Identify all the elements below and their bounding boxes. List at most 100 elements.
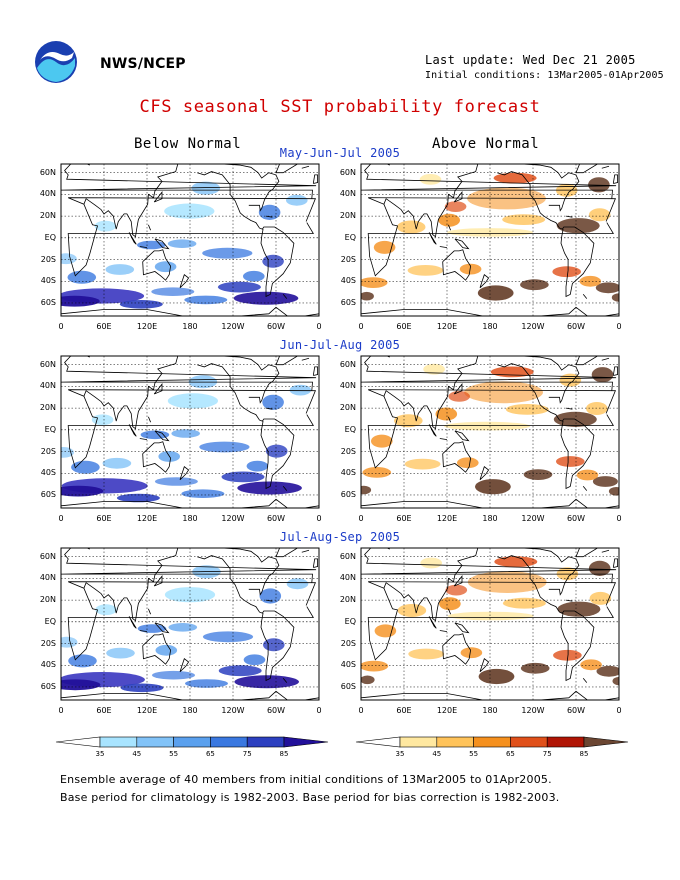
lat-tick-label: 20S xyxy=(40,254,56,264)
lon-tick-label: 180 xyxy=(482,514,498,523)
lat-tick-label: 20N xyxy=(339,595,356,605)
lat-tick-label: 20N xyxy=(339,211,356,221)
lon-tick-label: 120W xyxy=(221,706,245,715)
colorbar-level-label: 35 xyxy=(96,750,105,758)
map-frame xyxy=(60,547,320,701)
lon-tick-label: 180 xyxy=(182,322,198,331)
lat-tick-label: 60S xyxy=(40,681,56,691)
lon-tick-label: 180 xyxy=(182,706,198,715)
below-normal-header: Below Normal xyxy=(134,136,242,152)
lon-tick-label: 180 xyxy=(182,514,198,523)
probability-shading xyxy=(361,556,619,686)
lat-tick-label: 60S xyxy=(340,297,356,307)
lat-tick-label: 20S xyxy=(340,446,356,456)
colorbar-swatch xyxy=(173,736,211,748)
lon-tick-label: 120W xyxy=(521,322,545,331)
map-frame xyxy=(360,163,620,317)
map-frame xyxy=(360,547,620,701)
lon-tick-label: 120W xyxy=(221,514,245,523)
colorbar-level-label: 45 xyxy=(132,750,141,758)
colorbar-above: 35 45 55 65 75 85 xyxy=(355,736,629,758)
lat-tick-label: 20S xyxy=(40,638,56,648)
coastlines xyxy=(361,548,619,700)
lon-tick-label: 120E xyxy=(436,322,458,331)
colorbar-level-label: 65 xyxy=(506,750,515,758)
lon-tick-label: 60W xyxy=(266,706,286,715)
lat-tick-label: 60N xyxy=(339,167,356,177)
lat-tick-label: 60S xyxy=(40,489,56,499)
colorbar-level-label: 85 xyxy=(280,750,289,758)
lat-tick-label: 60N xyxy=(39,359,56,369)
colorbar-end-low xyxy=(55,736,101,748)
lon-tick-label: 120W xyxy=(521,514,545,523)
colorbar-swatch xyxy=(546,736,585,748)
lon-tick-label: 60W xyxy=(566,322,586,331)
colorbar-level-label: 35 xyxy=(396,750,405,758)
lat-tick-label: 20S xyxy=(340,638,356,648)
lat-tick-label: 20N xyxy=(39,211,56,221)
lat-tick-label: 40S xyxy=(40,276,56,286)
lon-tick-label: 0 xyxy=(316,706,322,715)
lon-tick-label: 120W xyxy=(521,706,545,715)
colorbar-below: 35 45 55 65 75 85 xyxy=(55,736,329,758)
period-label: Jul-Aug-Sep 2005 xyxy=(279,530,401,544)
coastlines xyxy=(61,164,319,316)
colorbar-level-label: 55 xyxy=(469,750,478,758)
lat-tick-label: EQ xyxy=(344,616,356,626)
map-frame xyxy=(60,163,320,317)
lon-tick-label: 60E xyxy=(396,706,412,715)
lat-tick-label: 40N xyxy=(339,573,356,583)
colorbar-swatch xyxy=(436,736,474,748)
lon-tick-label: 60W xyxy=(266,322,286,331)
lon-tick-label: 60W xyxy=(566,514,586,523)
colorbar-swatch xyxy=(210,736,248,748)
map-frame xyxy=(60,355,320,509)
initial-conditions: Initial conditions: 13Mar2005-01Apr2005 xyxy=(425,70,664,81)
noaa-logo-icon xyxy=(35,41,77,83)
lon-tick-label: 120W xyxy=(221,322,245,331)
probability-shading xyxy=(361,363,619,496)
lon-tick-label: 180 xyxy=(482,322,498,331)
map-above-period-3 xyxy=(360,547,620,701)
lat-tick-label: 40N xyxy=(339,189,356,199)
colorbar-end-low xyxy=(355,736,401,748)
lon-tick-label: 0 xyxy=(58,514,64,523)
lat-tick-label: EQ xyxy=(344,424,356,434)
map-below-period-1 xyxy=(60,163,320,317)
map-below-period-2 xyxy=(60,355,320,509)
footnote-base-period: Base period for climatology is 1982-2003… xyxy=(60,791,560,804)
footnote-ensemble: Ensemble average of 40 members from init… xyxy=(60,773,552,786)
colorbar-swatch xyxy=(136,736,174,748)
lon-tick-label: 120E xyxy=(136,322,158,331)
lat-tick-label: EQ xyxy=(344,232,356,242)
colorbar-swatch xyxy=(246,736,285,748)
lon-tick-label: 60E xyxy=(396,322,412,331)
lat-tick-label: 40S xyxy=(340,468,356,478)
coastlines xyxy=(61,548,319,700)
lon-tick-label: 120E xyxy=(136,706,158,715)
colorbar-level-label: 45 xyxy=(432,750,441,758)
colorbar-end-high xyxy=(283,736,329,748)
lon-tick-label: 60E xyxy=(396,514,412,523)
colorbar-level-label: 65 xyxy=(206,750,215,758)
lon-tick-label: 60W xyxy=(566,706,586,715)
lat-tick-label: 60N xyxy=(339,359,356,369)
probability-shading xyxy=(61,565,309,693)
lon-tick-label: 60E xyxy=(96,706,112,715)
period-label: Jun-Jul-Aug 2005 xyxy=(279,338,401,352)
lon-tick-label: 0 xyxy=(358,514,364,523)
last-update: Last update: Wed Dec 21 2005 xyxy=(425,53,636,67)
colorbar-level-label: 75 xyxy=(543,750,552,758)
colorbar-level-label: 75 xyxy=(243,750,252,758)
probability-shading xyxy=(61,375,312,503)
lat-tick-label: 40N xyxy=(39,381,56,391)
lat-tick-label: 40S xyxy=(340,276,356,286)
lat-tick-label: EQ xyxy=(44,424,56,434)
lon-tick-label: 0 xyxy=(358,322,364,331)
lat-tick-label: 60S xyxy=(40,297,56,307)
lat-tick-label: 40N xyxy=(339,381,356,391)
colorbar-swatch xyxy=(399,736,438,748)
lat-tick-label: 20N xyxy=(339,403,356,413)
lat-tick-label: 60S xyxy=(340,681,356,691)
colorbar-swatch xyxy=(99,736,138,748)
